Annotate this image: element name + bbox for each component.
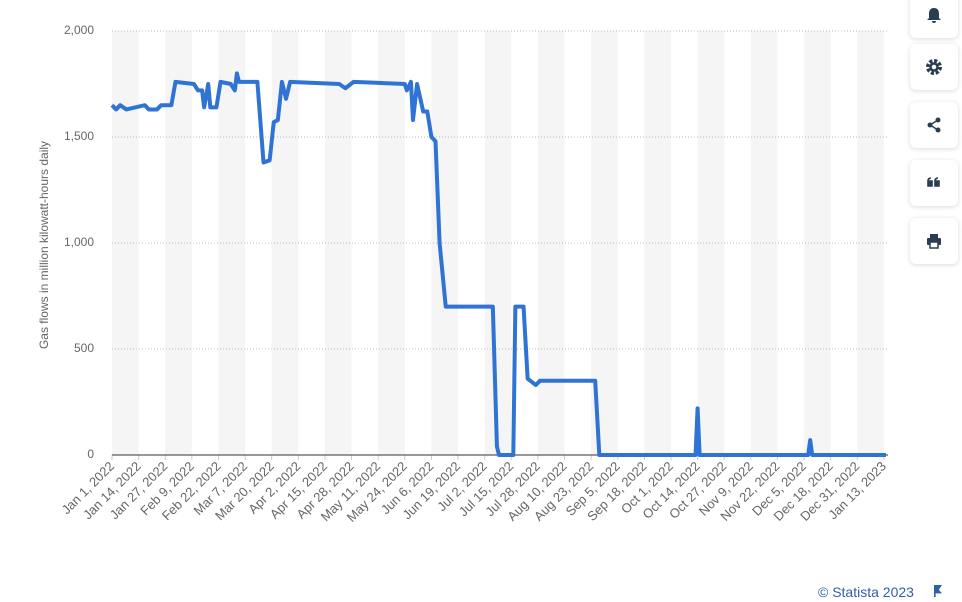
stripe xyxy=(218,31,246,455)
y-tick-label: 1,500 xyxy=(64,129,94,143)
stripe xyxy=(857,31,884,455)
notification-button[interactable] xyxy=(910,0,958,38)
stripe xyxy=(484,31,512,455)
y-tick-label: 500 xyxy=(74,341,94,355)
background-stripes xyxy=(112,31,884,455)
stripe xyxy=(324,31,352,455)
stripe xyxy=(112,31,139,455)
stripe xyxy=(537,31,565,455)
settings-button[interactable] xyxy=(910,44,958,90)
stripe xyxy=(644,31,671,455)
y-tick-label: 0 xyxy=(87,447,94,461)
stripe xyxy=(431,31,459,455)
share-button[interactable] xyxy=(910,102,958,148)
flag-icon xyxy=(934,585,942,597)
print-button[interactable] xyxy=(910,218,958,264)
stripe xyxy=(271,31,299,455)
y-tick-label: 1,000 xyxy=(64,235,94,249)
y-tick-label: 2,000 xyxy=(64,23,94,37)
y-axis-label: Gas flows in million kilowatt-hours dail… xyxy=(37,141,51,349)
data-line xyxy=(110,71,886,457)
chart: Gas flows in million kilowatt-hours dail… xyxy=(37,23,889,525)
stripe xyxy=(697,31,725,455)
source-credit[interactable]: © Statista 2023 xyxy=(818,584,914,600)
cite-button[interactable] xyxy=(910,160,958,206)
